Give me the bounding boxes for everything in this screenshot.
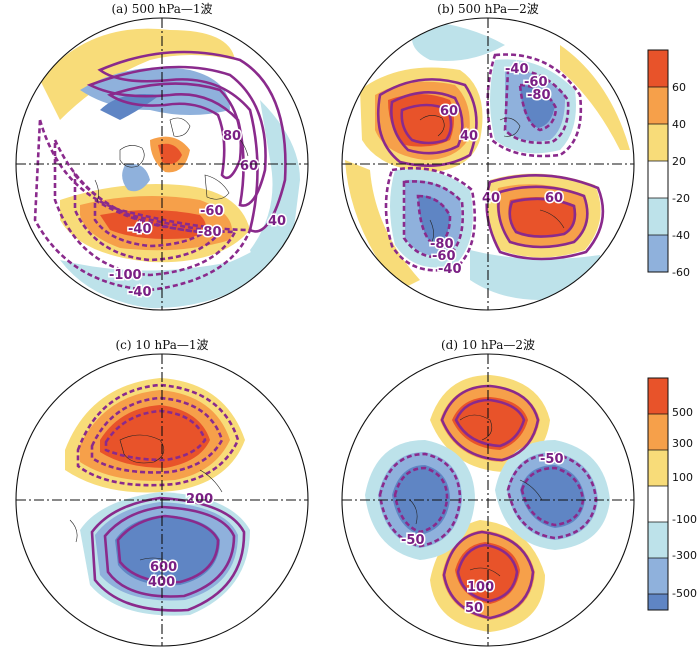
panel-b-contour-label: 60 [440,104,458,119]
panel-b-contour-label: 60 [545,191,563,206]
panel-d-contour-label: 100 [467,580,494,595]
panel-a-contour-label: -40 [128,222,152,237]
colorbar-bottom: 500 300 100 -100 -300 -500 [647,377,697,611]
panel-c-contour-label: 400 [148,575,175,590]
panel-b-contour-label: -40 [438,262,462,277]
colorbar-top-tick: -60 [672,266,690,279]
colorbar-top: 60 40 20 -20 -40 -60 [647,49,690,279]
colorbar-top-tick: -40 [672,229,690,242]
panel-a-contour-label: 80 [223,129,241,144]
panel-a-contour-label: -100 [109,268,142,283]
colorbar-top-tick: 20 [672,155,686,168]
panel-a-contour-label: -40 [128,285,152,300]
panel-a: (a) 500 hPa—1波 80 [15,2,309,311]
panel-d-contour-label: 50 [465,601,483,616]
panel-a-contour-label: 60 [240,159,258,174]
panel-b: (b) 500 hPa—2波 [341,2,635,311]
panel-d-contour-label: -50 [540,452,564,467]
colorbar-bottom-tick: 300 [672,437,693,450]
panel-b-contour-label: -60 [524,75,548,90]
colorbar-bottom-tick: 100 [672,471,693,484]
panel-d: (d) 10 hPa—2波 [341,338,635,647]
panel-a-contour-label: -80 [198,225,222,240]
colorbar-top-tick: 60 [672,81,686,94]
panel-c: (c) 10 hPa—1波 200 600 400 [15,338,309,647]
panel-b-contour-label: -60 [432,249,456,264]
panel-b-title: (b) 500 hPa—2波 [437,2,539,16]
panel-c-contour-label: 600 [150,560,177,575]
colorbar-bottom-tick: -300 [672,549,697,562]
panel-a-title: (a) 500 hPa—1波 [111,2,212,16]
panel-d-title: (d) 10 hPa—2波 [441,338,535,352]
panel-a-contour-label: -60 [200,204,224,219]
panel-b-contour-label: 40 [482,191,500,206]
panel-a-map: 80 60 40 -40 -60 -80 -100 -40 [16,18,308,310]
panel-c-map: 200 600 400 [16,354,308,646]
panel-b-contour-label: 40 [460,129,478,144]
colorbar-bottom-tick: -500 [672,587,697,600]
panel-b-map: 40 60 -40 -60 -80 40 60 -80 -60 -40 [342,18,634,310]
colorbar-top-tick: -20 [672,192,690,205]
colorbar-bottom-tick: -100 [672,513,697,526]
panel-c-title: (c) 10 hPa—1波 [115,338,208,352]
colorbar-bottom-tick: 500 [672,406,693,419]
panel-d-map: -50 -50 100 50 [342,354,634,646]
panel-b-contour-label: -40 [505,62,529,77]
panel-b-contour-label: -80 [430,237,454,252]
panel-d-contour-label: -50 [401,533,425,548]
colorbar-top-tick: 40 [672,118,686,131]
panel-a-contour-label: 40 [268,214,286,229]
panel-b-contour-label: -80 [527,88,551,103]
